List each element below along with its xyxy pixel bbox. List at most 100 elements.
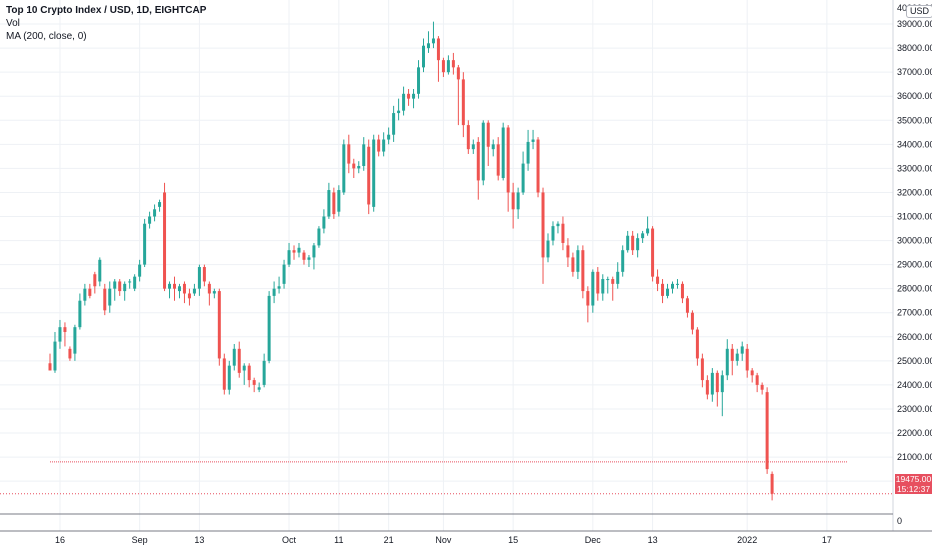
candle-body-up — [725, 348, 729, 376]
candle-body-up — [576, 250, 580, 272]
candle-body-up — [357, 165, 361, 169]
candle-body-down — [466, 125, 470, 150]
candle-body-down — [566, 245, 570, 258]
candle-body-up — [73, 327, 77, 354]
candle-body-down — [765, 392, 769, 470]
candle-body-up — [621, 250, 625, 272]
candle-body-up — [666, 288, 670, 296]
candle-body-up — [192, 288, 196, 294]
y-tick-label: 34000.00 — [897, 139, 932, 149]
last-price-tag: 19475.00 15:12:37 — [895, 474, 932, 494]
candle-body-up — [287, 250, 291, 265]
candle-body-up — [133, 276, 137, 289]
candle-body-down — [292, 250, 296, 253]
candle-body-up — [740, 346, 744, 354]
candle-body-down — [571, 257, 575, 272]
candle-body-down — [715, 372, 719, 393]
candle-body-up — [272, 288, 276, 296]
ma-indicator-label[interactable]: MA (200, close, 0) — [6, 31, 87, 42]
candle-body-up — [551, 226, 555, 241]
axes — [0, 0, 932, 532]
candle-body-down — [631, 235, 635, 251]
candle-body-up — [671, 283, 674, 289]
candle-body-up — [397, 110, 401, 114]
candle-body-down — [755, 375, 759, 385]
symbol-title[interactable]: Top 10 Crypto Index / USD, 1D, EIGHTCAP — [6, 5, 207, 16]
candle-body-up — [232, 348, 236, 366]
candle-body-up — [138, 264, 142, 277]
candle-body-up — [327, 190, 331, 217]
candle-body-up — [417, 67, 421, 94]
candle-body-down — [247, 365, 251, 381]
candle-body-down — [700, 358, 704, 381]
candle-body-up — [108, 288, 112, 306]
candle-body-down — [461, 79, 465, 126]
candle-body-up — [257, 387, 261, 390]
candle-body-down — [611, 279, 615, 284]
candle-body-up — [123, 283, 127, 292]
candle-body-up — [531, 139, 535, 142]
y-tick-label: 37000.00 — [897, 67, 932, 77]
candle-body-down — [536, 139, 540, 193]
candle-body-up — [158, 202, 162, 207]
candle-body-down — [93, 274, 97, 287]
candle-body-down — [436, 38, 440, 61]
grid — [0, 0, 893, 531]
candle-body-down — [68, 348, 72, 359]
candle-body-down — [656, 276, 660, 284]
candle-body-down — [511, 192, 515, 210]
candle-body-up — [431, 38, 435, 44]
candle-body-down — [760, 384, 764, 390]
candle-body-down — [187, 293, 191, 299]
candle-body-up — [422, 45, 425, 68]
candle-body-down — [367, 146, 371, 205]
candle-body-up — [491, 144, 495, 150]
candle-body-up — [606, 279, 610, 281]
candle-body-up — [168, 283, 172, 289]
candle-body-up — [337, 190, 341, 212]
candle-body-up — [83, 288, 87, 301]
chart-legend: Top 10 Crypto Index / USD, 1D, EIGHTCAP … — [6, 4, 206, 43]
candle-body-up — [526, 141, 530, 164]
y-tick-label: 36000.00 — [897, 91, 932, 101]
candle-body-down — [63, 327, 67, 332]
y-tick-label: 27000.00 — [897, 308, 932, 318]
candle-body-down — [730, 348, 734, 361]
y-tick-label: 23000.00 — [897, 404, 932, 414]
candle-body-down — [88, 288, 92, 296]
candle-body-up — [53, 341, 57, 371]
candle-body-down — [586, 291, 590, 306]
y-tick-label: 24000.00 — [897, 380, 932, 390]
y-tick-label: 25000.00 — [897, 356, 932, 366]
candle-body-up — [242, 365, 246, 371]
candle-body-up — [471, 144, 475, 150]
y-tick-label: 29000.00 — [897, 260, 932, 270]
x-tick-label: 2022 — [737, 535, 757, 545]
x-tick-label: 13 — [648, 535, 658, 545]
candle-body-down — [347, 144, 351, 164]
candle-body-up — [227, 365, 231, 390]
candle-body-up — [501, 127, 505, 179]
candles — [48, 21, 774, 501]
candle-body-down — [561, 223, 565, 243]
candle-body-down — [182, 283, 186, 294]
y-tick-label: 30000.00 — [897, 236, 932, 246]
candle-body-up — [177, 286, 181, 292]
candle-body-up — [262, 360, 266, 385]
candle-body-up — [646, 228, 650, 234]
vol-indicator-label[interactable]: Vol — [6, 18, 20, 29]
candle-body-down — [173, 283, 176, 289]
x-tick-label: 11 — [334, 535, 343, 545]
candle-body-up — [735, 353, 739, 361]
candle-body-down — [496, 144, 500, 176]
candle-body-down — [456, 67, 460, 80]
x-tick-label: 15 — [508, 535, 518, 545]
candle-body-down — [207, 283, 211, 294]
price-axis-background[interactable] — [893, 0, 932, 531]
currency-badge[interactable]: USD — [906, 5, 932, 18]
candle-body-up — [58, 327, 62, 342]
candle-body-up — [128, 281, 132, 283]
x-tick-labels: 16 Sep 13 Oct 11 21 Nov 15 Dec 13 2022 17 — [55, 535, 832, 545]
